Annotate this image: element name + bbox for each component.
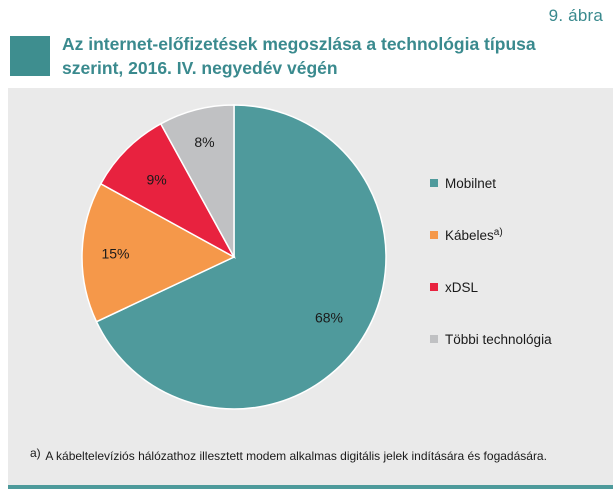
legend-footnote-marker: a) [493,227,503,238]
legend-swatch-kabeles [430,231,438,239]
pie-label-1: 15% [101,245,129,261]
pie-slice-többi-technológia [159,104,235,258]
chart-title: Az internet-előfizetések megoszlása a te… [62,34,536,78]
legend-label-mobilnet: Mobilnet [445,175,497,191]
legend-item-mobilnet: Mobilnet [430,173,552,193]
legend-label-xdsl: xDSL [445,279,479,295]
pie-slice-xdsl [99,122,236,259]
legend-label-tobbi: Többi technológia [445,331,552,347]
figure-number: 9. ábra [548,6,603,25]
pie-slice-mobilnet [95,104,387,410]
footnote-text: A kábeltelevíziós hálózathoz illesztett … [45,449,547,463]
pie-slice-kábeles [81,182,236,323]
bottom-divider [8,485,613,489]
pie-label-0: 68% [315,309,343,325]
legend-swatch-mobilnet [430,179,438,187]
pie-label-2: 9% [146,172,166,188]
legend-swatch-xdsl [430,283,438,291]
pie-label-3: 8% [194,134,214,150]
legend-item-tobbi: Többi technológia [430,329,552,349]
footnote: a) A kábeltelevíziós hálózathoz illeszte… [30,446,605,463]
legend: Mobilnet Kábelesa) xDSL Többi technológi… [430,173,552,381]
footnote-marker: a) [30,446,41,460]
legend-item-xdsl: xDSL [430,277,552,297]
title-marker [10,36,50,76]
legend-label-kabeles: Kábeles [445,228,494,243]
legend-item-kabeles: Kábelesa) [430,225,552,245]
legend-swatch-tobbi [430,335,438,343]
